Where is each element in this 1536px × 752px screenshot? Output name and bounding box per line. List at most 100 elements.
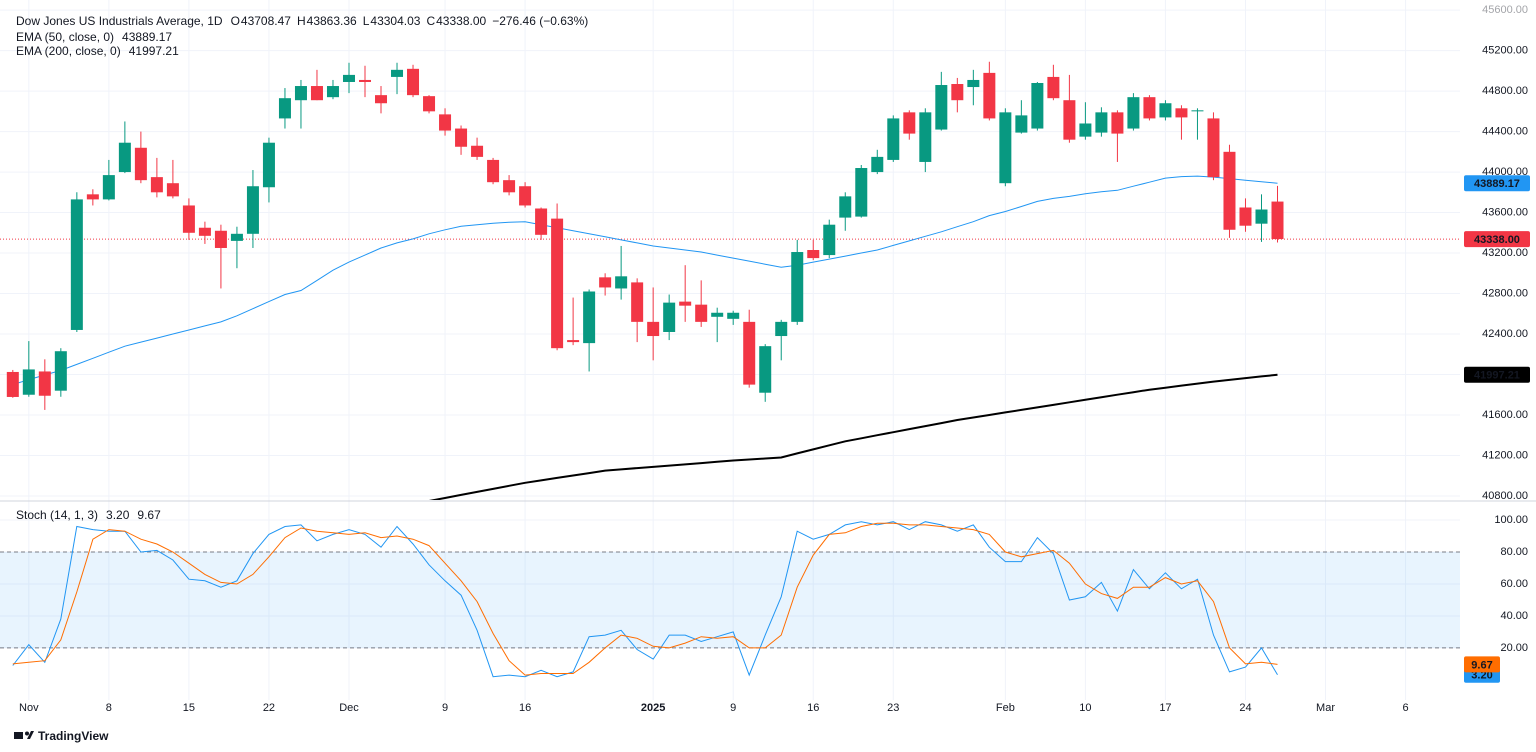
y-tick-label: 43200.00 xyxy=(1482,247,1528,259)
candle-body xyxy=(887,118,900,160)
brand: TradingView xyxy=(14,729,109,743)
candle-body xyxy=(22,369,35,395)
candle-body xyxy=(583,291,596,344)
y-tick-label: 40800.00 xyxy=(1482,490,1528,502)
candle-body xyxy=(711,312,724,317)
legend-value: 43889.17 xyxy=(122,30,172,44)
ohlc-key: H xyxy=(297,14,306,28)
x-tick-label: 16 xyxy=(807,702,819,714)
candle-body xyxy=(1079,123,1092,137)
ohlc-key: C xyxy=(426,14,435,28)
candle-body xyxy=(1223,151,1236,230)
candle-body xyxy=(1063,100,1076,140)
candle-body xyxy=(310,86,323,101)
candle-body xyxy=(679,301,692,306)
candle-body xyxy=(70,199,83,330)
candle-body xyxy=(1143,97,1156,119)
x-tick-label: 10 xyxy=(1079,702,1091,714)
candle-body xyxy=(150,177,163,193)
legend-value: 41997.21 xyxy=(129,44,179,58)
logo xyxy=(27,731,34,739)
y-tick-label: 40.00 xyxy=(1500,610,1528,622)
candle-body xyxy=(807,250,820,259)
candle-body xyxy=(278,98,291,119)
candle-body xyxy=(214,230,227,248)
price-label-box xyxy=(1464,231,1530,248)
candle-body xyxy=(519,186,532,206)
candle-body xyxy=(631,282,644,322)
candle-body xyxy=(903,112,916,134)
candle-body xyxy=(535,208,548,235)
candle-body xyxy=(855,168,868,217)
candle-body xyxy=(86,194,99,200)
candle-body xyxy=(1159,103,1172,118)
candle-body xyxy=(743,321,756,385)
candle-body xyxy=(599,277,612,288)
price-label: 43338.00 xyxy=(1474,234,1520,246)
candle-body xyxy=(503,180,516,193)
band-fill xyxy=(0,552,1460,648)
legend-name: EMA (200, close, 0) xyxy=(16,44,121,58)
logo xyxy=(14,732,23,739)
candle-body xyxy=(1111,112,1124,134)
legend-value: 9.67 xyxy=(137,508,161,522)
candle-body xyxy=(1015,115,1028,133)
y-tick-label: 41200.00 xyxy=(1482,449,1528,461)
candle-body xyxy=(775,321,788,337)
chart-title: Dow Jones US Industrials Average, 1D xyxy=(16,14,223,28)
candle-body xyxy=(230,233,243,241)
candle-body xyxy=(423,96,436,112)
candle-body xyxy=(1191,110,1204,112)
y-tick-label: 60.00 xyxy=(1500,578,1528,590)
candle-body xyxy=(182,205,195,233)
series-line xyxy=(12,175,1278,386)
x-tick-label: 15 xyxy=(183,702,195,714)
series-line xyxy=(428,373,1278,500)
price-label-box xyxy=(1464,366,1530,383)
candle-body xyxy=(839,196,852,218)
x-tick-label: 23 xyxy=(887,702,899,714)
value-label: 9.67 xyxy=(1471,659,1492,671)
value-label-box xyxy=(1464,656,1500,673)
candle-body xyxy=(647,321,660,337)
candle-body xyxy=(38,371,51,396)
candle-body xyxy=(983,72,996,119)
y-tick-label: 20.00 xyxy=(1500,642,1528,654)
x-tick-label: 8 xyxy=(106,702,112,714)
candle-body xyxy=(391,69,404,77)
ohlc-value: 43863.36 xyxy=(307,14,357,28)
candle-body xyxy=(615,276,628,289)
candle-body xyxy=(359,79,371,82)
candle-body xyxy=(6,371,19,397)
candle-body xyxy=(375,95,388,104)
x-tick-label: Dec xyxy=(339,702,359,714)
candle-body xyxy=(1271,201,1284,240)
ohlc-key: O xyxy=(231,14,240,28)
legend-value: 3.20 xyxy=(106,508,130,522)
x-tick-label: 2025 xyxy=(641,702,665,714)
brand-name: TradingView xyxy=(38,729,109,743)
series-line xyxy=(12,522,1278,676)
candle-body xyxy=(407,68,420,96)
logo xyxy=(25,731,29,736)
candle-body xyxy=(262,142,275,188)
candle-body xyxy=(1239,207,1252,226)
axes: 40800.0041200.0041600.0042000.0042400.00… xyxy=(19,4,1530,714)
x-tick-label: 22 xyxy=(263,702,275,714)
candle-body xyxy=(551,218,564,349)
y-tick-label: 42800.00 xyxy=(1482,287,1528,299)
candle-body xyxy=(999,112,1012,184)
x-tick-label: Mar xyxy=(1316,702,1335,714)
y-tick-label: 43600.00 xyxy=(1482,206,1528,218)
change-value: −276.46 (−0.63%) xyxy=(492,14,588,28)
price-label-box xyxy=(1464,175,1530,192)
series-line xyxy=(12,521,1278,678)
candle-body xyxy=(1207,118,1220,178)
stoch-pane xyxy=(0,521,1460,678)
ohlc-value: 43708.47 xyxy=(241,14,291,28)
x-tick-label: 17 xyxy=(1159,702,1171,714)
candle-body xyxy=(759,346,772,393)
candle-body xyxy=(1127,97,1140,129)
candle-body xyxy=(727,312,740,319)
